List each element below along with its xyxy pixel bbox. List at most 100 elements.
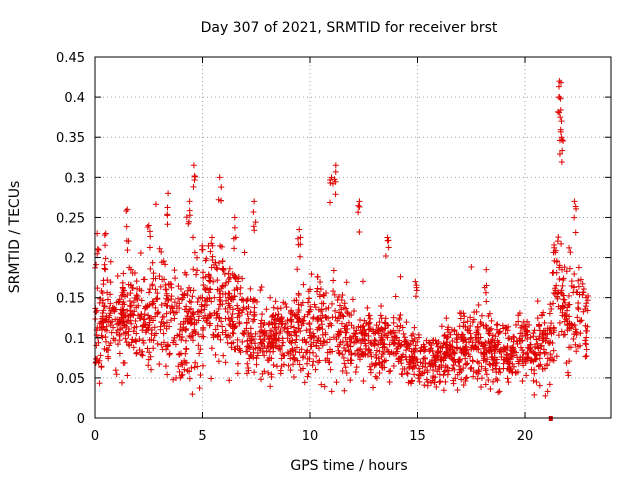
x-tick-label: 20 <box>517 429 534 444</box>
data-point <box>295 301 302 308</box>
data-point <box>197 346 204 353</box>
data-point <box>120 270 127 277</box>
data-point <box>423 337 430 344</box>
data-point <box>245 315 252 322</box>
data-point <box>263 306 270 313</box>
data-point-peak <box>481 284 488 291</box>
data-point <box>558 240 565 247</box>
data-point <box>408 348 415 355</box>
data-point <box>162 363 169 370</box>
data-point <box>146 315 153 322</box>
data-point <box>548 306 555 312</box>
data-point <box>320 300 327 307</box>
data-point <box>470 368 477 375</box>
data-point <box>564 369 571 376</box>
data-point <box>536 382 543 389</box>
data-point <box>387 328 394 335</box>
data-point <box>236 319 243 326</box>
data-point <box>494 321 501 328</box>
data-point <box>564 327 571 334</box>
data-point <box>343 370 350 377</box>
data-point <box>190 234 197 241</box>
data-point-peak <box>294 235 301 242</box>
data-point <box>409 353 416 360</box>
data-point <box>482 358 489 365</box>
data-point <box>384 346 391 353</box>
data-point-peak <box>385 244 392 251</box>
data-point <box>460 381 467 388</box>
data-point <box>574 304 581 311</box>
data-point <box>580 289 587 296</box>
data-point-peak <box>558 118 565 125</box>
data-point <box>293 332 300 339</box>
data-point <box>524 344 531 351</box>
data-point <box>183 359 190 366</box>
data-point <box>198 307 205 314</box>
data-point <box>258 340 265 347</box>
data-point <box>133 350 140 357</box>
data-point <box>248 340 255 347</box>
data-point-peak <box>385 237 392 244</box>
data-point <box>106 342 113 349</box>
data-point <box>133 338 140 345</box>
data-point <box>506 367 513 374</box>
data-point <box>210 332 217 339</box>
data-point-peak <box>101 232 108 239</box>
data-point <box>289 311 296 318</box>
data-point <box>230 306 237 313</box>
data-point <box>280 339 287 346</box>
data-point <box>378 315 385 322</box>
data-point-peak <box>332 162 339 169</box>
data-point <box>493 356 500 363</box>
data-point <box>181 306 188 313</box>
data-point <box>494 377 501 384</box>
data-point <box>160 313 167 320</box>
data-point <box>238 309 245 316</box>
data-point <box>355 346 362 353</box>
data-point-peak <box>332 178 339 185</box>
data-point <box>454 386 461 393</box>
data-point <box>344 341 351 348</box>
data-point <box>190 266 197 273</box>
data-point <box>579 280 586 287</box>
data-point <box>583 334 590 341</box>
data-point <box>478 375 485 382</box>
data-point <box>379 344 386 351</box>
data-point <box>113 299 120 306</box>
data-point <box>208 345 215 352</box>
data-point <box>441 332 448 339</box>
data-point-peak <box>251 198 258 205</box>
data-point <box>132 337 139 344</box>
data-point <box>399 371 406 378</box>
data-point <box>373 347 380 354</box>
data-point <box>456 359 463 366</box>
data-point <box>436 379 443 386</box>
data-point <box>191 364 198 371</box>
data-point <box>317 278 324 285</box>
data-point <box>154 310 161 317</box>
data-point <box>441 368 448 375</box>
data-point <box>200 333 207 340</box>
data-point <box>316 345 323 352</box>
data-point <box>300 320 307 327</box>
data-point <box>397 273 404 280</box>
data-point <box>151 332 158 339</box>
data-point-peak <box>252 219 259 226</box>
data-point <box>145 312 152 319</box>
data-point <box>160 339 167 346</box>
data-point <box>464 327 471 334</box>
data-point <box>440 340 447 347</box>
data-point <box>163 319 170 326</box>
data-point <box>176 305 183 312</box>
data-point <box>344 310 351 317</box>
data-point <box>555 289 562 296</box>
data-point <box>448 326 455 333</box>
data-point <box>515 312 522 319</box>
data-point <box>239 306 246 313</box>
data-point <box>473 344 480 351</box>
data-point <box>241 331 248 338</box>
data-point <box>172 309 179 316</box>
data-point <box>415 375 422 382</box>
data-point <box>130 328 137 335</box>
data-point <box>216 260 223 267</box>
